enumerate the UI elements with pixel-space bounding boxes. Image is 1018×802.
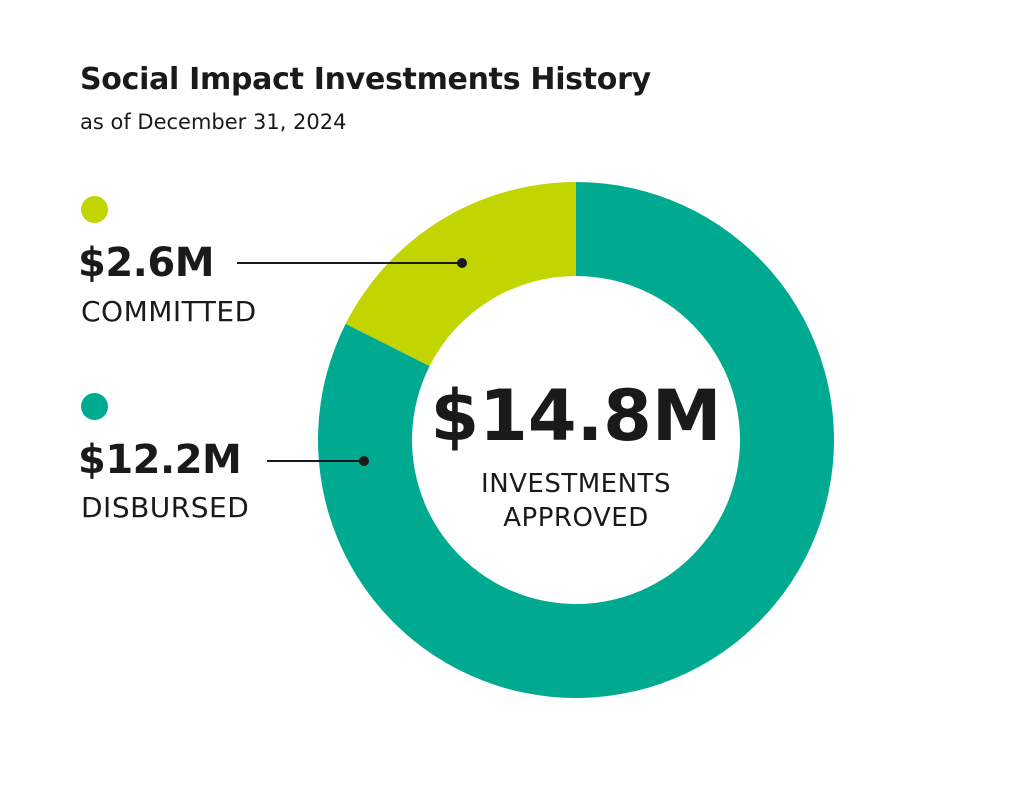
donut-slice-disbursed [317,182,834,698]
legend-dot-disbursed [81,393,108,420]
donut-slice-committed [345,182,576,367]
center-total-value: $14.8M [430,375,721,457]
chart-subtitle: as of December 31, 2024 [80,110,347,134]
legend-value-disbursed: $12.2M [78,437,242,483]
legend-value-committed: $2.6M [78,240,215,286]
legend-dot-committed [81,196,108,223]
legend-label-committed: COMMITTED [81,295,257,328]
leader-dot-disbursed [359,456,369,466]
leader-dot-committed [457,258,467,268]
center-label-line1: INVESTMENTS [481,469,671,499]
chart-title: Social Impact Investments History [80,62,651,97]
legend-label-disbursed: DISBURSED [81,491,250,524]
center-label-line2: APPROVED [503,503,648,533]
